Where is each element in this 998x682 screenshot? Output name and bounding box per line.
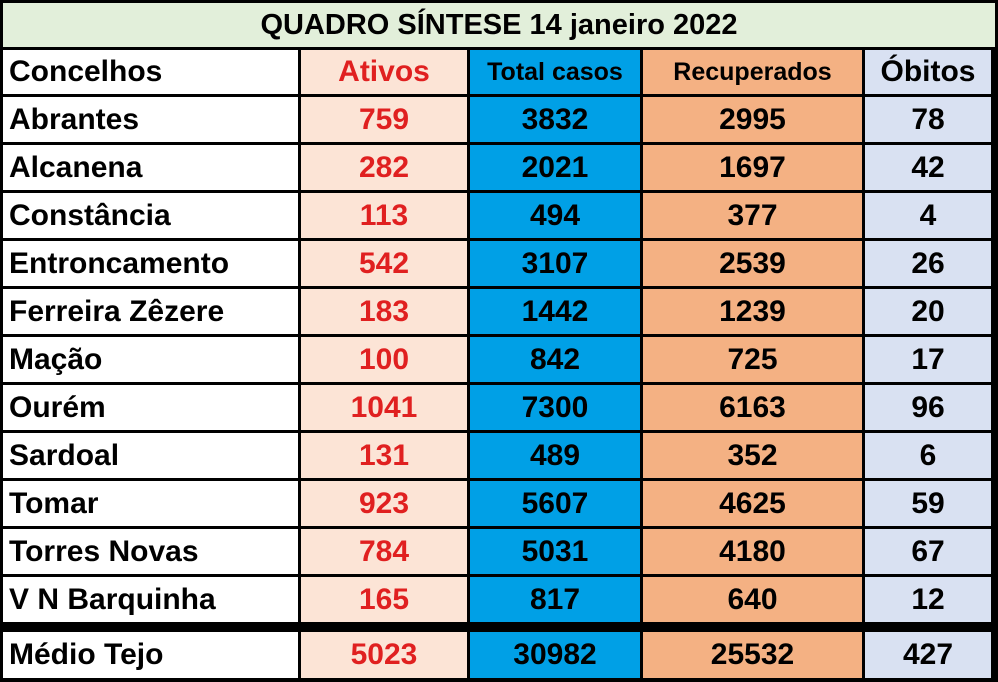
cell-ativos: 100 bbox=[301, 337, 467, 382]
cell-ativos: 1041 bbox=[301, 385, 467, 430]
table-row: Torres Novas 784 5031 4180 67 bbox=[3, 529, 991, 574]
cell-total-casos: 1442 bbox=[470, 289, 640, 334]
cell-total-casos: 494 bbox=[470, 193, 640, 238]
cell-obitos: 67 bbox=[865, 529, 991, 574]
separator-row bbox=[3, 625, 991, 629]
table-row: Abrantes 759 3832 2995 78 bbox=[3, 97, 991, 142]
separator-cell bbox=[470, 625, 640, 629]
cell-concelho: Médio Tejo bbox=[3, 632, 298, 678]
cell-concelho: Sardoal bbox=[3, 433, 298, 478]
cell-ativos: 542 bbox=[301, 241, 467, 286]
total-row: Médio Tejo 5023 30982 25532 427 bbox=[3, 632, 991, 678]
cell-recuperados: 640 bbox=[643, 577, 862, 622]
cell-total-casos: 5607 bbox=[470, 481, 640, 526]
cell-concelho: Abrantes bbox=[3, 97, 298, 142]
table-row: Tomar 923 5607 4625 59 bbox=[3, 481, 991, 526]
cell-total-casos: 2021 bbox=[470, 145, 640, 190]
cell-total-casos: 489 bbox=[470, 433, 640, 478]
cell-ativos: 165 bbox=[301, 577, 467, 622]
cell-obitos: 78 bbox=[865, 97, 991, 142]
header-total-casos: Total casos bbox=[470, 50, 640, 94]
cell-recuperados: 377 bbox=[643, 193, 862, 238]
cell-recuperados: 2539 bbox=[643, 241, 862, 286]
table-row: Mação 100 842 725 17 bbox=[3, 337, 991, 382]
cell-obitos: 20 bbox=[865, 289, 991, 334]
cell-concelho: Torres Novas bbox=[3, 529, 298, 574]
separator-cell bbox=[643, 625, 862, 629]
cell-recuperados: 4180 bbox=[643, 529, 862, 574]
cell-concelho: V N Barquinha bbox=[3, 577, 298, 622]
cell-concelho: Alcanena bbox=[3, 145, 298, 190]
table-row: Constância 113 494 377 4 bbox=[3, 193, 991, 238]
cell-concelho: Tomar bbox=[3, 481, 298, 526]
cell-total-casos: 5031 bbox=[470, 529, 640, 574]
cell-recuperados: 25532 bbox=[643, 632, 862, 678]
table-row: Ferreira Zêzere 183 1442 1239 20 bbox=[3, 289, 991, 334]
cell-concelho: Ourém bbox=[3, 385, 298, 430]
cell-ativos: 759 bbox=[301, 97, 467, 142]
cell-total-casos: 842 bbox=[470, 337, 640, 382]
separator-cell bbox=[865, 625, 991, 629]
separator-cell bbox=[301, 625, 467, 629]
cell-ativos: 5023 bbox=[301, 632, 467, 678]
cell-obitos: 12 bbox=[865, 577, 991, 622]
header-ativos: Ativos bbox=[301, 50, 467, 94]
cell-concelho: Constância bbox=[3, 193, 298, 238]
cell-total-casos: 7300 bbox=[470, 385, 640, 430]
table-row: Entroncamento 542 3107 2539 26 bbox=[3, 241, 991, 286]
cell-ativos: 113 bbox=[301, 193, 467, 238]
table-row: Sardoal 131 489 352 6 bbox=[3, 433, 991, 478]
cell-ativos: 183 bbox=[301, 289, 467, 334]
separator-cell bbox=[3, 625, 298, 629]
cell-recuperados: 1697 bbox=[643, 145, 862, 190]
cell-obitos: 427 bbox=[865, 632, 991, 678]
cell-ativos: 282 bbox=[301, 145, 467, 190]
cell-recuperados: 1239 bbox=[643, 289, 862, 334]
cell-obitos: 59 bbox=[865, 481, 991, 526]
cell-concelho: Mação bbox=[3, 337, 298, 382]
cell-concelho: Ferreira Zêzere bbox=[3, 289, 298, 334]
cell-ativos: 923 bbox=[301, 481, 467, 526]
cell-total-casos: 3107 bbox=[470, 241, 640, 286]
cell-concelho: Entroncamento bbox=[3, 241, 298, 286]
cell-recuperados: 2995 bbox=[643, 97, 862, 142]
cell-obitos: 96 bbox=[865, 385, 991, 430]
cell-ativos: 784 bbox=[301, 529, 467, 574]
cell-recuperados: 725 bbox=[643, 337, 862, 382]
table-header-row: Concelhos Ativos Total casos Recuperados… bbox=[3, 50, 991, 94]
covid-summary-table: Concelhos Ativos Total casos Recuperados… bbox=[0, 47, 994, 681]
cell-obitos: 17 bbox=[865, 337, 991, 382]
sheet-title: QUADRO SÍNTESE 14 janeiro 2022 bbox=[3, 3, 995, 47]
table-row: Alcanena 282 2021 1697 42 bbox=[3, 145, 991, 190]
cell-obitos: 26 bbox=[865, 241, 991, 286]
header-recuperados: Recuperados bbox=[643, 50, 862, 94]
cell-recuperados: 4625 bbox=[643, 481, 862, 526]
table-row: Ourém 1041 7300 6163 96 bbox=[3, 385, 991, 430]
cell-recuperados: 352 bbox=[643, 433, 862, 478]
table-row: V N Barquinha 165 817 640 12 bbox=[3, 577, 991, 622]
header-obitos: Óbitos bbox=[865, 50, 991, 94]
cell-total-casos: 3832 bbox=[470, 97, 640, 142]
cell-obitos: 42 bbox=[865, 145, 991, 190]
cell-obitos: 6 bbox=[865, 433, 991, 478]
cell-recuperados: 6163 bbox=[643, 385, 862, 430]
cell-total-casos: 30982 bbox=[470, 632, 640, 678]
cell-total-casos: 817 bbox=[470, 577, 640, 622]
header-concelhos: Concelhos bbox=[3, 50, 298, 94]
cell-obitos: 4 bbox=[865, 193, 991, 238]
cell-ativos: 131 bbox=[301, 433, 467, 478]
